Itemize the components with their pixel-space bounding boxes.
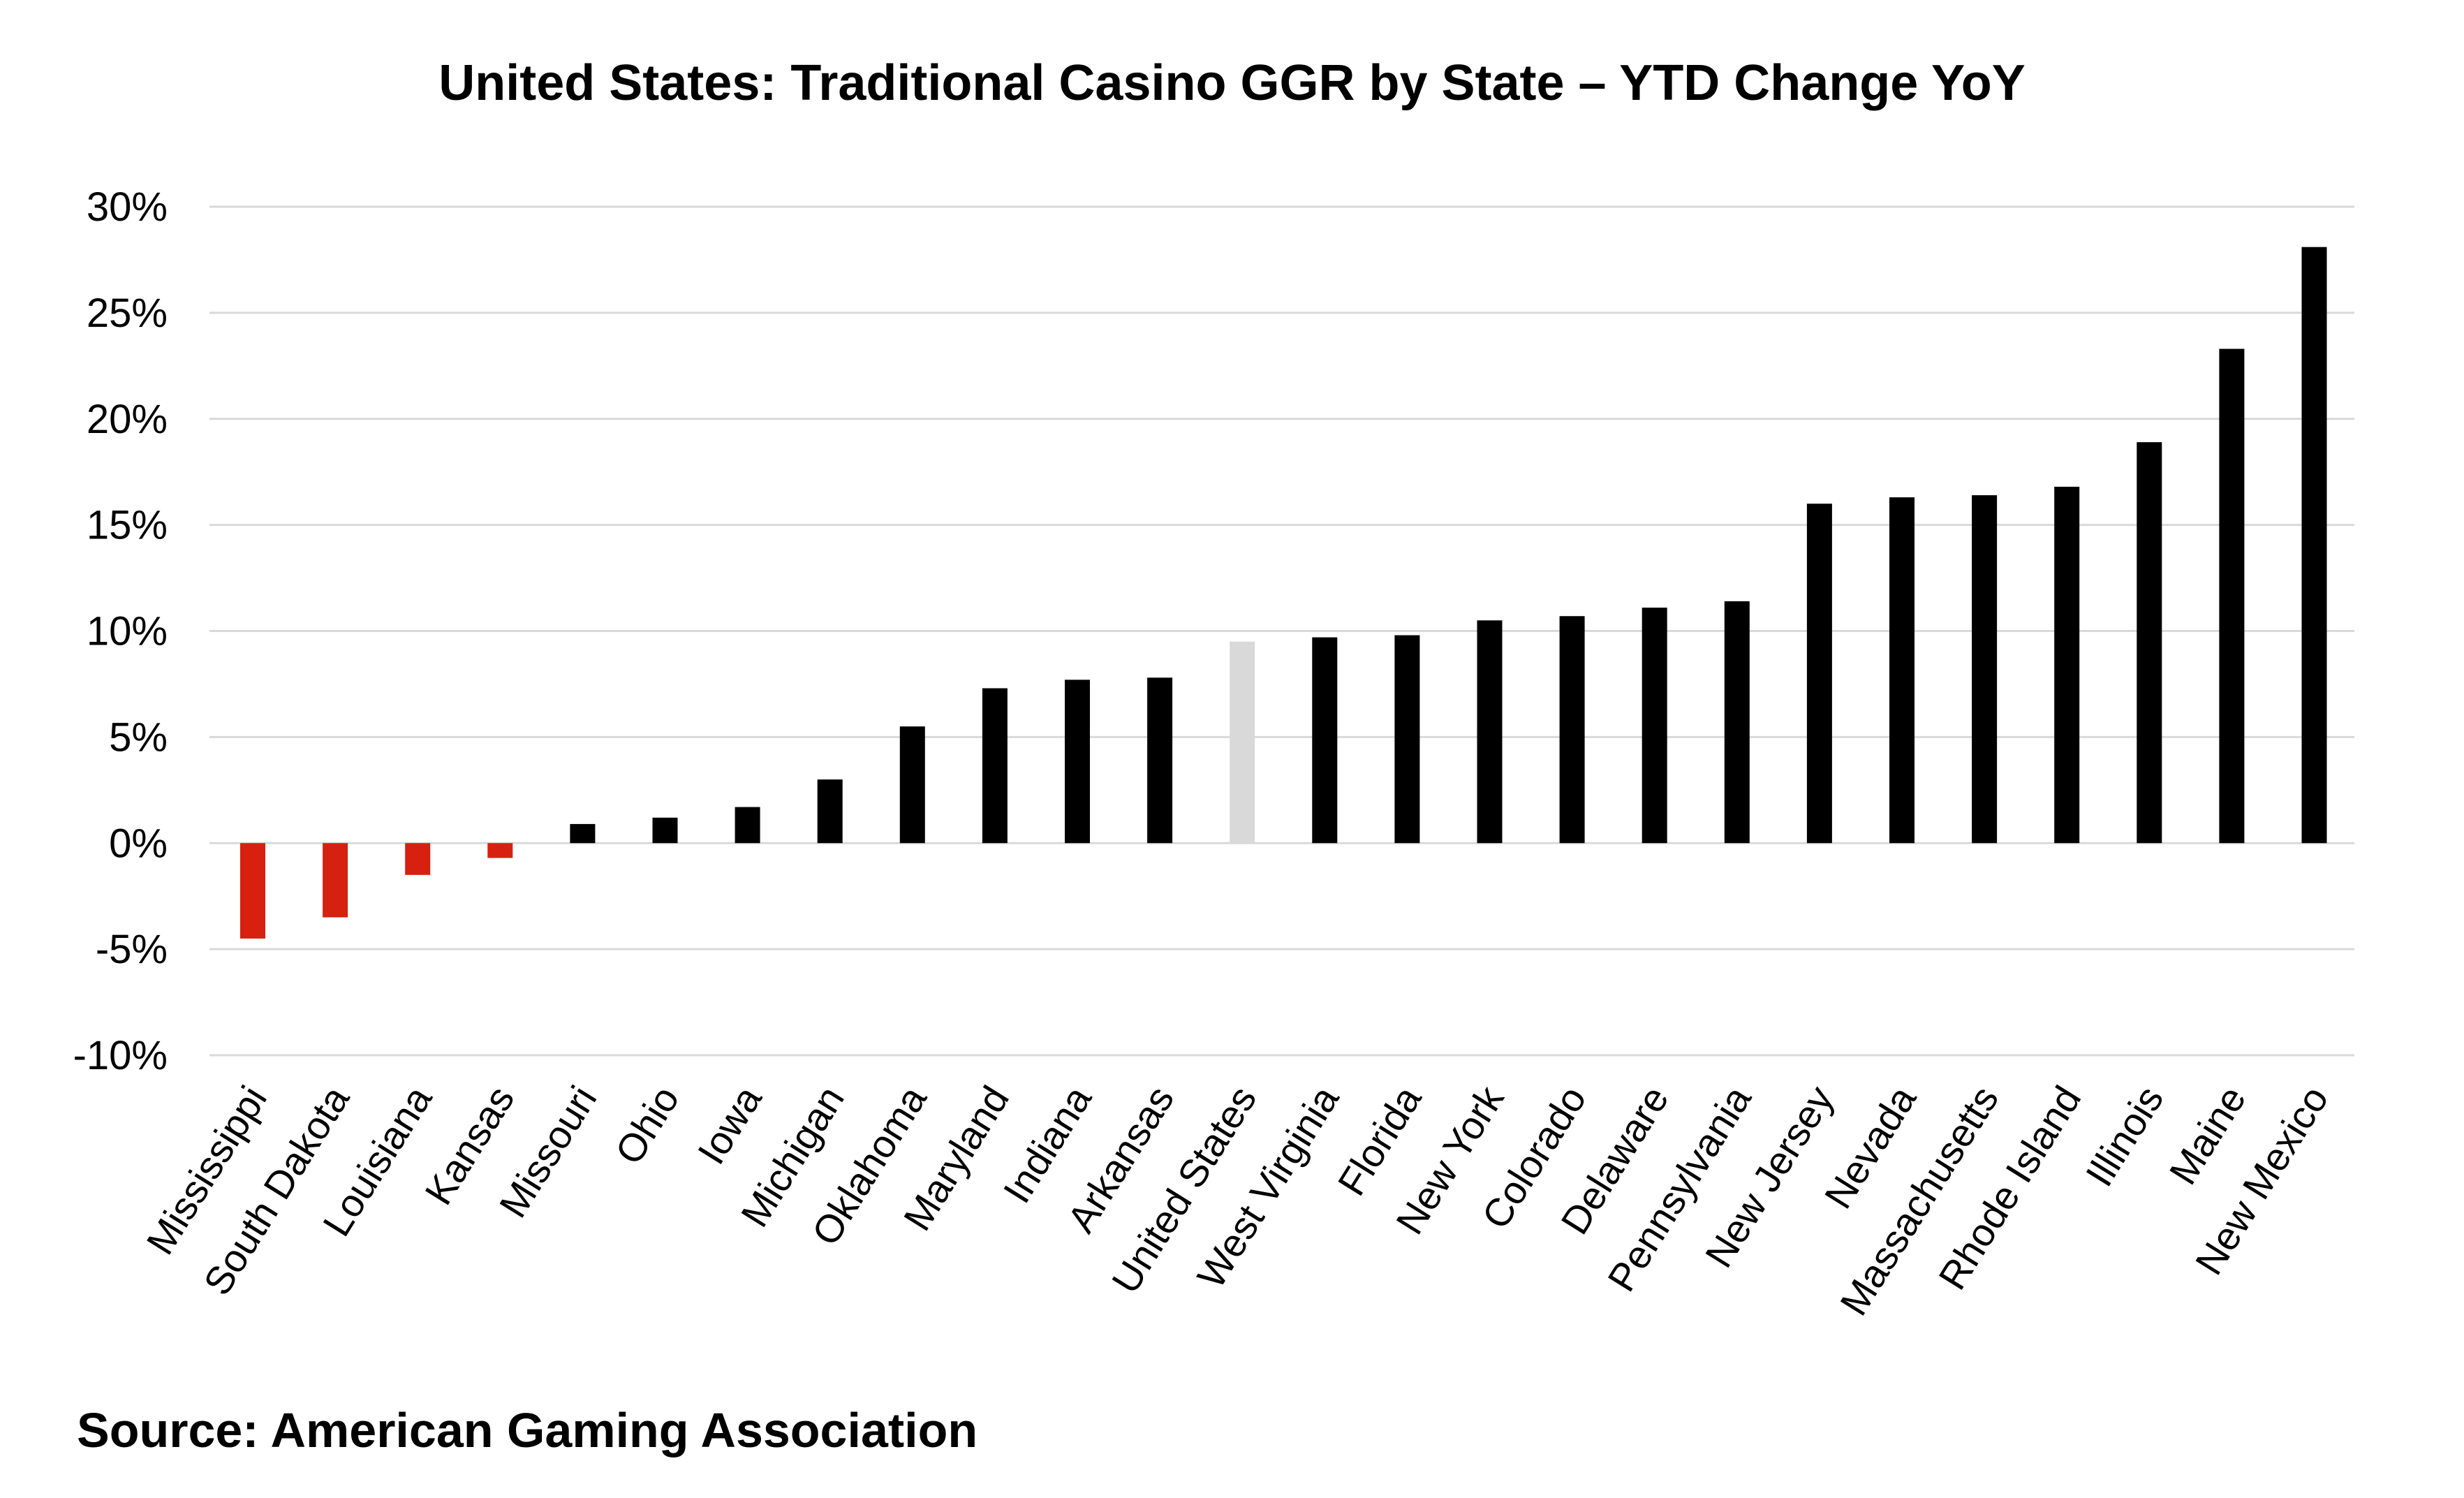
bar-ohio (652, 817, 678, 844)
y-axis-ticks: 30% 25% 20% 15% 10% 5% 0% -5% -10% (73, 184, 168, 1078)
bar-florida (1394, 635, 1420, 844)
bar-united-states (1230, 641, 1255, 844)
bar-maine (2219, 348, 2245, 844)
x-tick-label: Ohio (607, 1078, 688, 1172)
gridlines (209, 205, 2354, 1057)
chart-source: Source: American Gaming Association (77, 1403, 978, 1457)
bar-illinois (2137, 442, 2162, 844)
bar-rhode-island (2054, 486, 2080, 844)
y-tick-label: -5% (96, 927, 168, 972)
y-tick-label: 15% (87, 503, 168, 548)
bar-nevada (1889, 497, 1915, 844)
y-tick-label: 20% (87, 397, 168, 442)
y-tick-label: -10% (73, 1033, 168, 1078)
bar-delaware (1642, 608, 1667, 844)
bar-south-dakota (323, 843, 348, 918)
y-tick-label: 30% (87, 184, 168, 230)
chart-title: United States: Traditional Casino GGR by… (438, 55, 2026, 111)
bar-indiana (1065, 680, 1090, 844)
bar-new-jersey (1806, 504, 1832, 844)
bar-michigan (817, 779, 843, 844)
bar-oklahoma (899, 726, 925, 844)
bar-mississippi (240, 843, 265, 939)
bar-massachusetts (1972, 495, 1998, 844)
bar-missouri (570, 823, 596, 844)
bar-maryland (982, 688, 1008, 844)
bar-arkansas (1147, 677, 1173, 844)
bar-pennsylvania (1724, 601, 1750, 844)
x-tick-label: Iowa (689, 1078, 771, 1171)
bar-colorado (1559, 616, 1585, 844)
x-tick-label: Illinois (2077, 1078, 2172, 1194)
bar-new-mexico (2301, 247, 2327, 844)
y-tick-label: 0% (109, 821, 168, 866)
bar-louisiana (405, 843, 431, 875)
bar-west-virginia (1312, 637, 1338, 844)
y-tick-label: 5% (109, 714, 168, 760)
bar-iowa (735, 807, 760, 844)
bars (240, 247, 2327, 939)
y-tick-label: 10% (87, 609, 168, 654)
bar-new-york (1477, 620, 1503, 844)
bar-kansas (487, 843, 513, 858)
y-tick-label: 25% (87, 291, 168, 336)
